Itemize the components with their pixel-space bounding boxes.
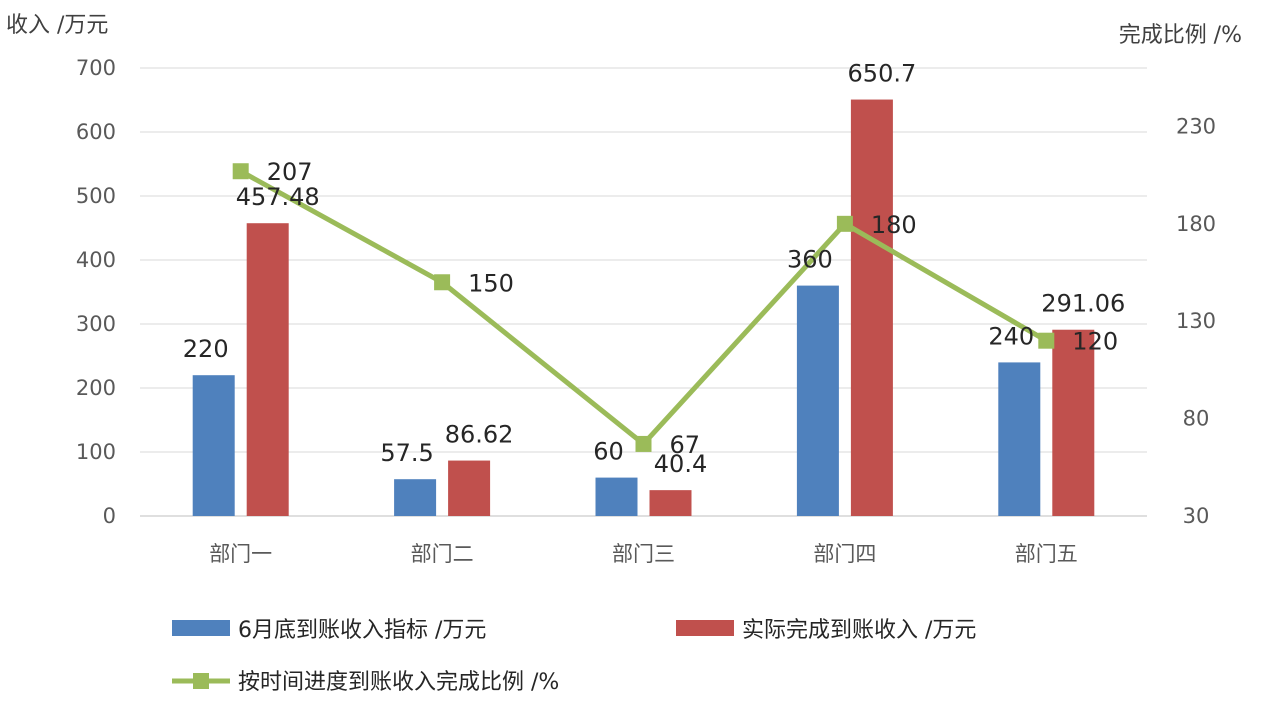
bar [448,460,491,516]
bar [1052,329,1095,516]
bar-data-label: 291.06 [1041,290,1125,318]
completion-line [232,163,1055,452]
category-labels: 部门一 部门二 部门三 部门四 部门五 [209,542,1078,566]
data-labels: 220 57.5 60 360 240 457.48 86.62 40.4 650.7 291.0… [183,60,1125,479]
left-axis-title: 收入 /万元 [6,13,108,38]
category-label: 部门一 [209,542,272,566]
bar-data-label: 40.4 [654,450,707,478]
bar [649,490,692,516]
legend-swatch [172,620,230,636]
bar-data-label: 650.7 [848,60,917,88]
category-label: 部门四 [813,542,876,566]
bar [796,285,839,516]
bar-data-label: 86.62 [445,421,514,449]
left-tick-label: 100 [76,440,116,464]
category-label: 部门三 [612,542,675,566]
bar [394,479,437,516]
line-marker [1038,332,1055,349]
line-path [239,169,1048,447]
left-tick-label: 500 [76,184,116,208]
category-label: 部门五 [1015,542,1078,566]
line-data-label: 67 [670,431,701,459]
right-tick-label: 30 [1183,504,1210,528]
line-marker [635,435,652,452]
line-marker [232,163,249,180]
bar [850,99,893,516]
left-tick-label: 700 [76,56,116,80]
line-marker [836,215,853,232]
line-data-label: 180 [871,211,917,239]
legend-swatch [676,620,734,636]
right-axis-ticks: 30 80 130 180 230 [1176,114,1216,528]
line-data-label: 120 [1072,328,1118,356]
bar-data-label: 240 [988,322,1034,350]
left-tick-label: 0 [103,504,116,528]
bar [998,362,1041,516]
bar [192,375,235,516]
category-label: 部门二 [411,542,474,566]
right-tick-label: 230 [1176,114,1216,138]
bar [246,223,289,516]
right-tick-label: 130 [1176,309,1216,333]
legend-label: 按时间进度到账收入完成比例 /% [238,670,559,695]
left-tick-label: 400 [76,248,116,272]
bar-data-label: 220 [183,335,229,363]
bar-data-label: 60 [593,438,624,466]
bar-data-label: 457.48 [236,183,320,211]
legend-label: 6月底到账收入指标 /万元 [238,618,486,643]
line-data-label: 150 [468,269,514,297]
left-tick-label: 600 [76,120,116,144]
line-data-label: 207 [267,158,313,186]
right-tick-label: 180 [1176,212,1216,236]
legend-swatch-marker [193,673,209,689]
bar [595,477,638,516]
bar-data-label: 360 [787,246,833,274]
line-marker [434,274,451,291]
right-tick-label: 80 [1183,407,1210,431]
left-tick-label: 300 [76,312,116,336]
left-tick-label: 200 [76,376,116,400]
bar-data-label: 57.5 [380,439,433,467]
right-axis-title: 完成比例 /% [1119,23,1242,48]
bars [192,99,1095,516]
gridlines [140,67,1147,517]
left-axis-ticks: 0 100 200 300 400 500 600 700 [76,56,116,528]
legend-label: 实际完成到账收入 /万元 [742,618,976,643]
